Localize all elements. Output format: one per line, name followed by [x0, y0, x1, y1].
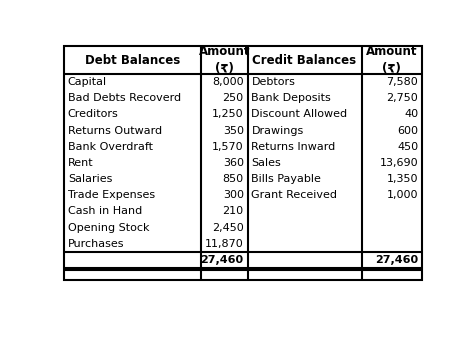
Text: Credit Balances: Credit Balances: [253, 54, 356, 67]
Text: 40: 40: [404, 109, 418, 119]
Text: Drawings: Drawings: [251, 125, 304, 136]
Polygon shape: [64, 46, 422, 280]
Text: Returns Outward: Returns Outward: [68, 125, 162, 136]
Text: Cash in Hand: Cash in Hand: [68, 206, 142, 216]
Text: Bad Debts Recoverd: Bad Debts Recoverd: [68, 93, 181, 103]
Text: 1,000: 1,000: [387, 190, 418, 200]
Text: 11,870: 11,870: [205, 239, 244, 249]
Text: Returns Inward: Returns Inward: [251, 142, 336, 152]
Text: Capital: Capital: [68, 77, 107, 87]
Text: 360: 360: [223, 158, 244, 168]
Text: 250: 250: [223, 93, 244, 103]
Text: 1,250: 1,250: [212, 109, 244, 119]
Text: 1,350: 1,350: [387, 174, 418, 184]
Text: Purchases: Purchases: [68, 239, 124, 249]
Text: 850: 850: [223, 174, 244, 184]
Text: Discount Allowed: Discount Allowed: [251, 109, 347, 119]
Text: 8,000: 8,000: [212, 77, 244, 87]
Text: 600: 600: [397, 125, 418, 136]
Text: 2,450: 2,450: [212, 222, 244, 233]
Text: Bank Overdraft: Bank Overdraft: [68, 142, 153, 152]
Text: Trade Expenses: Trade Expenses: [68, 190, 155, 200]
Text: 27,460: 27,460: [201, 255, 244, 265]
Text: Grant Received: Grant Received: [251, 190, 337, 200]
Text: Amount
(₹): Amount (₹): [366, 45, 418, 75]
Text: 2,750: 2,750: [386, 93, 418, 103]
Text: Sales: Sales: [251, 158, 281, 168]
Text: 7,580: 7,580: [386, 77, 418, 87]
Text: 300: 300: [223, 190, 244, 200]
Text: Creditors: Creditors: [68, 109, 118, 119]
Text: Salaries: Salaries: [68, 174, 112, 184]
Text: Rent: Rent: [68, 158, 93, 168]
Text: Opening Stock: Opening Stock: [68, 222, 149, 233]
Text: 13,690: 13,690: [380, 158, 418, 168]
Text: 1,570: 1,570: [212, 142, 244, 152]
Text: 27,460: 27,460: [375, 255, 418, 265]
Text: Debt Balances: Debt Balances: [85, 54, 180, 67]
Text: Bills Payable: Bills Payable: [251, 174, 321, 184]
Text: Bank Deposits: Bank Deposits: [251, 93, 331, 103]
Text: 450: 450: [397, 142, 418, 152]
Text: 210: 210: [223, 206, 244, 216]
Text: Amount
(₹): Amount (₹): [199, 45, 250, 75]
Text: 350: 350: [223, 125, 244, 136]
Text: Debtors: Debtors: [251, 77, 295, 87]
